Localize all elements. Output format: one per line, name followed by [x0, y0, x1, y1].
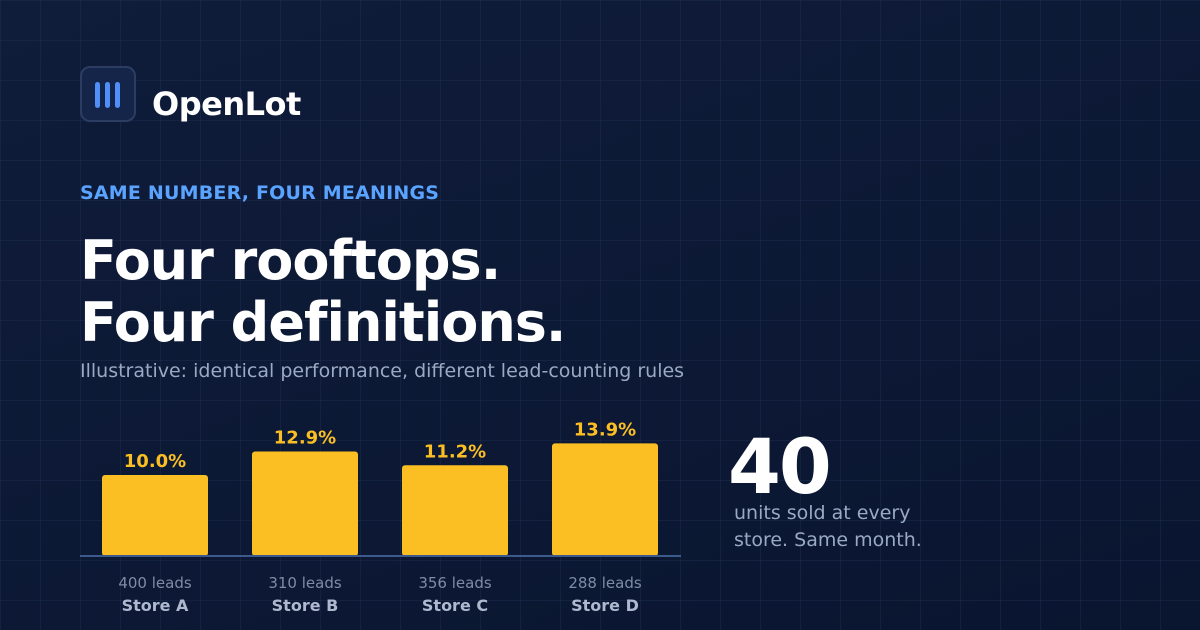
bar [402, 465, 508, 556]
category-label: Store D [571, 596, 639, 615]
subtitle: Illustrative: identical performance, dif… [80, 360, 685, 382]
logo-bar [95, 82, 100, 108]
bar [252, 451, 358, 556]
leads-label: 400 leads [118, 574, 192, 592]
bar-value-label: 12.9% [274, 428, 336, 449]
bar-value-label: 11.2% [424, 441, 486, 462]
stat-value: 40 [728, 422, 832, 511]
leads-label: 356 leads [418, 574, 492, 592]
eyebrow-label: SAME NUMBER, FOUR MEANINGS [80, 182, 440, 204]
bar-value-label: 10.0% [124, 451, 186, 472]
logo-icon [80, 66, 136, 122]
headline-line-1: Four rooftops. [80, 229, 501, 292]
bar [102, 475, 208, 556]
category-label: Store C [422, 596, 488, 615]
bar-value-label: 13.9% [574, 419, 636, 440]
category-label: Store B [272, 596, 339, 615]
leads-label: 288 leads [568, 574, 642, 592]
logo-bar [115, 82, 120, 108]
leads-label: 310 leads [268, 574, 342, 592]
category-label: Store A [122, 596, 189, 615]
stat-caption: units sold at every store. Same month. [734, 502, 922, 551]
brand-name: OpenLot [152, 85, 301, 123]
bar [552, 443, 658, 556]
logo-bar [105, 82, 110, 108]
headline-line-2: Four definitions. [80, 291, 566, 354]
headline: Four rooftops. Four definitions. [80, 229, 566, 354]
